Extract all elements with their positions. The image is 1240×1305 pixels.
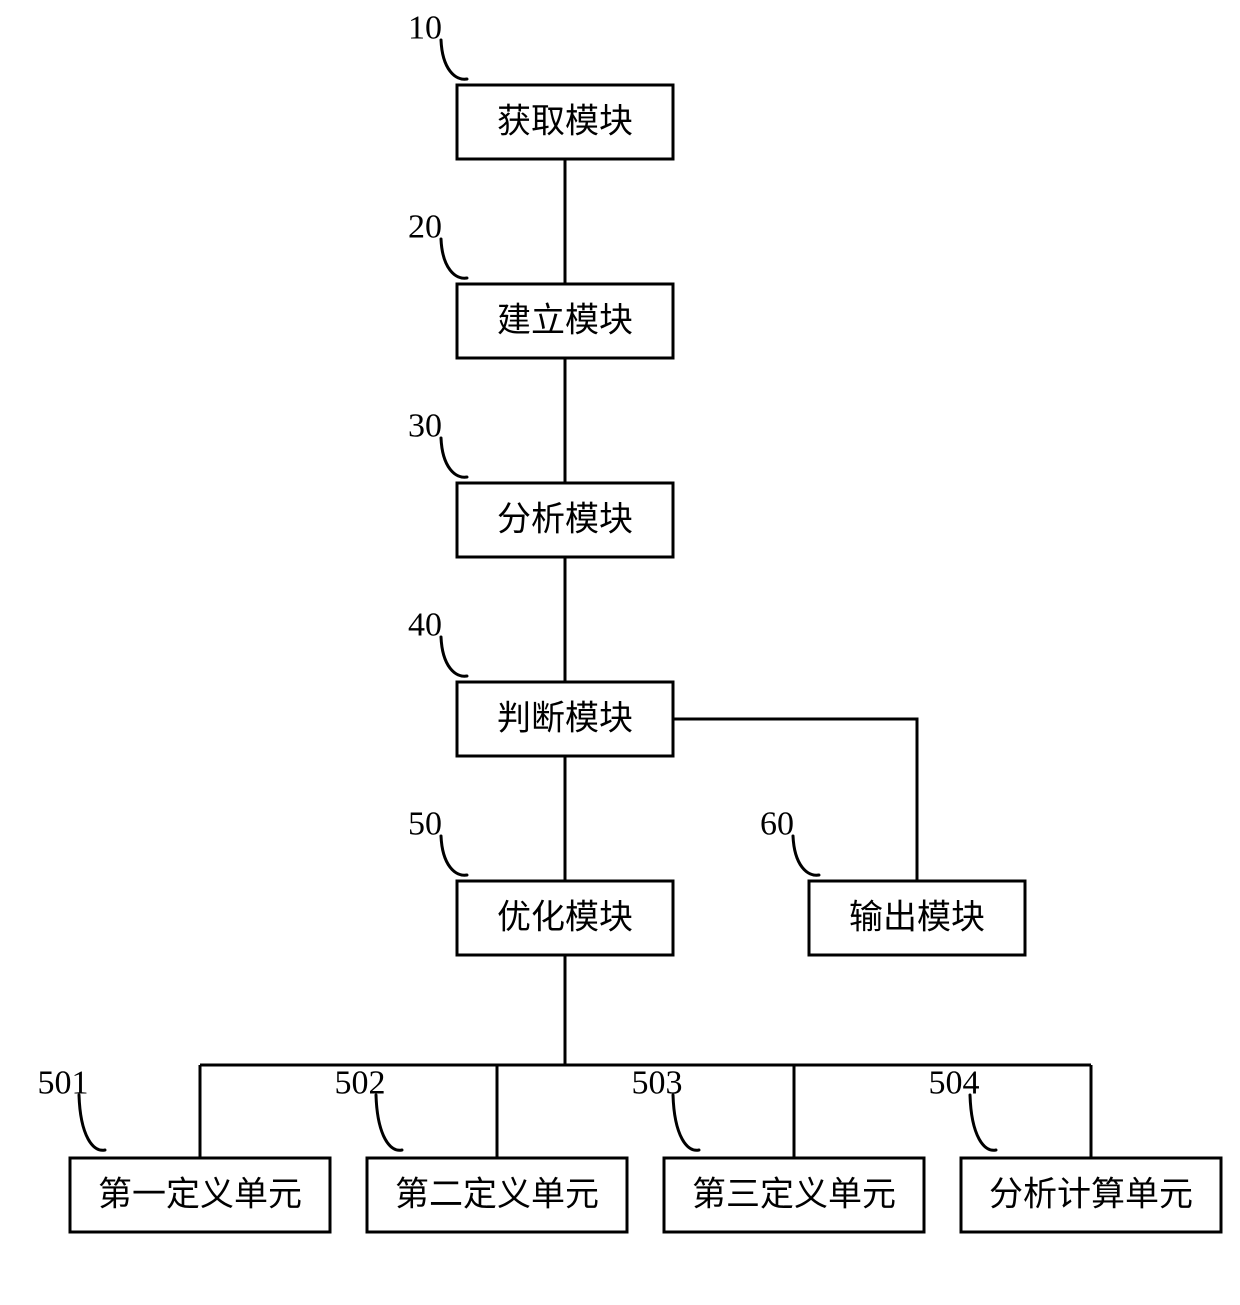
- node-n501: 第一定义单元: [70, 1158, 330, 1232]
- node-n30-number: 30: [408, 408, 442, 445]
- node-n10-leader: [441, 40, 467, 79]
- node-n503-label: 第三定义单元: [692, 1176, 896, 1214]
- node-n504: 分析计算单元: [961, 1158, 1221, 1232]
- node-n30: 分析模块: [457, 483, 673, 557]
- node-n501-label: 第一定义单元: [98, 1176, 302, 1214]
- node-n50: 优化模块: [457, 881, 673, 955]
- node-n50-number: 50: [408, 806, 442, 843]
- node-n501-leader: [79, 1095, 105, 1150]
- flowchart-diagram: 获取模块建立模块分析模块判断模块优化模块 输出模块第一定义单元 第二定义单元 第三定义…: [0, 0, 1240, 1305]
- node-n60-label: 输出模块: [849, 899, 985, 937]
- node-n60-leader: [793, 836, 819, 875]
- node-n30-leader: [441, 438, 467, 477]
- node-n40-label: 判断模块: [497, 700, 633, 738]
- node-n501-number: 501: [38, 1065, 89, 1102]
- node-n502-number: 502: [335, 1065, 386, 1102]
- node-n502-label: 第二定义单元: [395, 1176, 599, 1214]
- node-n503-leader: [673, 1095, 699, 1150]
- nodes-layer: 获取模块建立模块分析模块判断模块优化模块 输出模块第一定义单元 第二定义单元 第三定义…: [70, 85, 1221, 1232]
- node-n40-number: 40: [408, 607, 442, 644]
- node-n10-number: 10: [408, 10, 442, 47]
- node-n20: 建立模块: [457, 284, 673, 358]
- node-n504-number: 504: [929, 1065, 980, 1102]
- node-n502-leader: [376, 1095, 402, 1150]
- node-n502: 第二定义单元: [367, 1158, 627, 1232]
- node-n30-label: 分析模块: [497, 501, 633, 539]
- annotations-layer: 10 20 30 40 50 60 501 502 503 504: [38, 10, 997, 1151]
- node-n50-label: 优化模块: [497, 899, 633, 937]
- node-n504-leader: [970, 1095, 996, 1150]
- node-n60: 输出模块: [809, 881, 1025, 955]
- node-n503-number: 503: [632, 1065, 683, 1102]
- node-n503: 第三定义单元: [664, 1158, 924, 1232]
- node-n50-leader: [441, 836, 467, 875]
- node-n20-leader: [441, 239, 467, 278]
- node-n40: 判断模块: [457, 682, 673, 756]
- node-n10-label: 获取模块: [497, 103, 633, 141]
- node-n10: 获取模块: [457, 85, 673, 159]
- node-n504-label: 分析计算单元: [989, 1176, 1193, 1214]
- node-n20-number: 20: [408, 209, 442, 246]
- node-n20-label: 建立模块: [497, 302, 633, 340]
- node-n40-leader: [441, 637, 467, 676]
- node-n60-number: 60: [760, 806, 794, 843]
